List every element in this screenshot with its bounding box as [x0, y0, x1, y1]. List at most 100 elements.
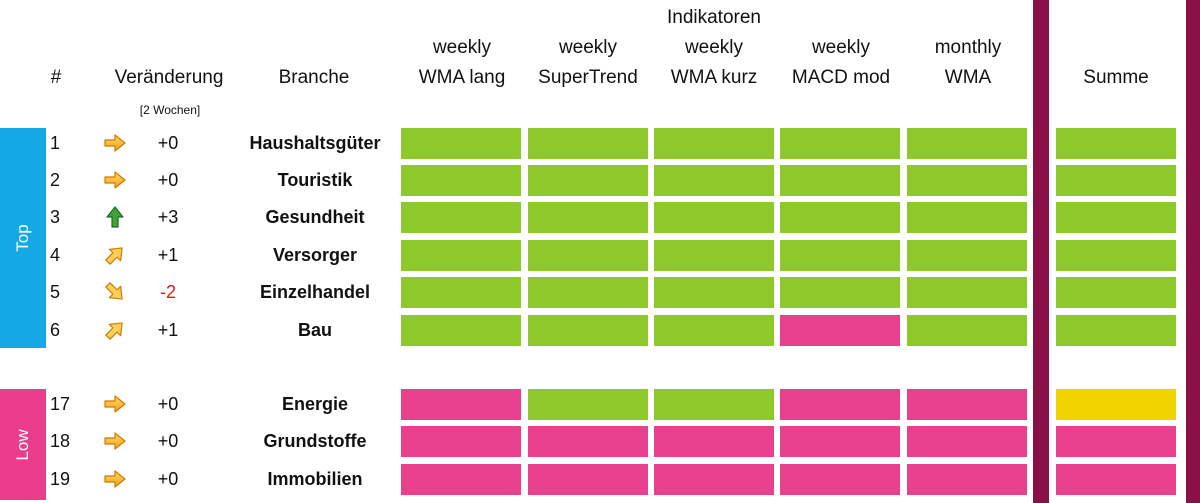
indicator-cell	[401, 464, 521, 495]
indicator-cell	[401, 389, 521, 420]
change-value: +0	[157, 133, 179, 153]
arrow-up-right-icon	[103, 318, 127, 342]
indicator-cell	[528, 426, 648, 457]
summe-cell	[1056, 128, 1176, 159]
rank-value: 6	[50, 320, 61, 340]
indicator-cell	[907, 389, 1027, 420]
rank-header: #	[50, 67, 62, 88]
rank-value: 2	[50, 170, 61, 190]
branche-name: Touristik	[277, 170, 353, 190]
change-value: +0	[157, 394, 179, 414]
branche-name: Bau	[297, 320, 332, 340]
indicator-cell	[780, 240, 900, 271]
indicator-cell	[780, 464, 900, 495]
col4-line2: MACD mod	[791, 67, 891, 88]
branche-header: Branche	[278, 67, 350, 88]
col5-line2: WMA	[944, 67, 992, 88]
branche-name: Einzelhandel	[259, 282, 371, 302]
rank-value: 18	[50, 431, 71, 451]
change-value: +0	[157, 469, 179, 489]
branche-name: Energie	[281, 394, 349, 414]
indicator-cell	[780, 426, 900, 457]
indicator-cell	[401, 165, 521, 196]
change-subheader: [2 Wochen]	[139, 103, 201, 117]
indicator-cell	[780, 128, 900, 159]
arrow-right-icon	[103, 392, 127, 416]
col2-line2: SuperTrend	[538, 67, 638, 88]
change-value: +0	[157, 170, 179, 190]
col3-line2: WMA kurz	[670, 67, 758, 88]
branche-name: Grundstoffe	[263, 431, 367, 451]
col5-line1: monthly	[934, 37, 1002, 58]
indicator-cell	[528, 240, 648, 271]
low-group-label: Low	[13, 428, 32, 461]
indicator-cell	[654, 464, 774, 495]
indicator-cell	[528, 389, 648, 420]
indicator-cell	[654, 165, 774, 196]
indicator-cell	[780, 202, 900, 233]
change-header: Veränderung	[114, 67, 224, 88]
indicator-cell	[528, 128, 648, 159]
branche-name: Versorger	[272, 245, 358, 265]
arrow-right-icon	[103, 131, 127, 155]
rank-value: 19	[50, 469, 71, 489]
change-value: -2	[159, 282, 176, 302]
indicator-cell	[528, 464, 648, 495]
arrow-down-right-icon	[103, 280, 127, 304]
rank-value: 1	[50, 133, 61, 153]
indicator-cell	[654, 389, 774, 420]
indicator-cell	[401, 277, 521, 308]
indicator-cell	[907, 464, 1027, 495]
indicator-cell	[907, 277, 1027, 308]
indicator-cell	[401, 202, 521, 233]
change-value: +1	[157, 320, 179, 340]
summe-cell	[1056, 389, 1176, 420]
indicator-cell	[654, 315, 774, 346]
rank-value: 4	[50, 245, 61, 265]
indicator-cell	[780, 389, 900, 420]
indicator-cell	[907, 165, 1027, 196]
branche-name: Gesundheit	[265, 207, 365, 227]
indicator-cell	[907, 202, 1027, 233]
col2-line1: weekly	[558, 37, 618, 58]
indicator-cell	[654, 277, 774, 308]
section-divider	[1033, 0, 1049, 503]
indicator-cell	[401, 315, 521, 346]
summe-cell	[1056, 240, 1176, 271]
summe-cell	[1056, 464, 1176, 495]
indicator-cell	[907, 240, 1027, 271]
arrow-right-icon	[103, 467, 127, 491]
indicator-cell	[907, 426, 1027, 457]
summe-cell	[1056, 315, 1176, 346]
branche-name: Immobilien	[267, 469, 363, 489]
top-group-band: Top	[0, 128, 46, 348]
rank-value: 3	[50, 207, 61, 227]
arrow-right-icon	[103, 168, 127, 192]
summe-cell	[1056, 277, 1176, 308]
top-group-label: Top	[13, 224, 32, 252]
arrow-right-icon	[103, 429, 127, 453]
summe-cell	[1056, 202, 1176, 233]
arrow-up-right-icon	[103, 243, 127, 267]
col3-line1: weekly	[684, 37, 744, 58]
col1-line1: weekly	[432, 37, 492, 58]
right-edge-bar	[1186, 0, 1200, 503]
change-value: +0	[157, 431, 179, 451]
indicator-cell	[401, 240, 521, 271]
indicator-cell	[401, 128, 521, 159]
col4-line1: weekly	[811, 37, 871, 58]
indicator-cell	[780, 277, 900, 308]
rank-value: 17	[50, 394, 71, 414]
indicator-cell	[528, 165, 648, 196]
indicator-cell	[780, 315, 900, 346]
summe-cell	[1056, 165, 1176, 196]
col1-line2: WMA lang	[418, 67, 506, 88]
indicator-cell	[654, 240, 774, 271]
summe-header: Summe	[1083, 67, 1149, 88]
indicator-cell	[654, 202, 774, 233]
indicator-cell	[907, 315, 1027, 346]
low-group-band: Low	[0, 389, 46, 500]
arrow-up-icon	[103, 205, 127, 229]
indikatoren-heading: Indikatoren	[666, 7, 761, 28]
change-value: +1	[157, 245, 179, 265]
